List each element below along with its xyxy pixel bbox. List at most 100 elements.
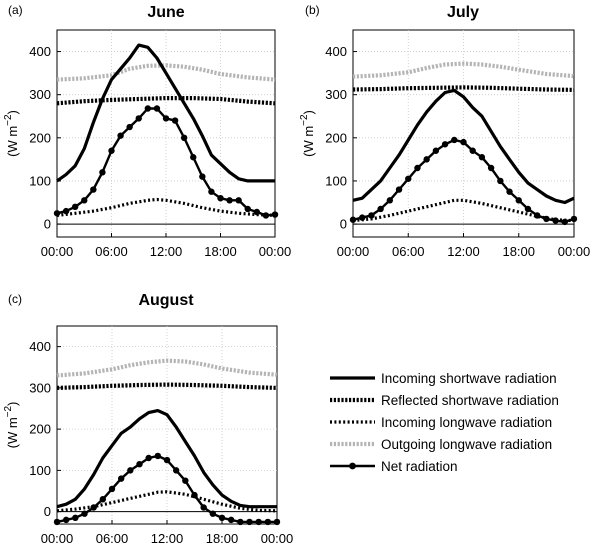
panel-label: (b) bbox=[305, 3, 320, 17]
x-tick-label: 06:00 bbox=[392, 244, 425, 259]
x-tick-label: 06:00 bbox=[95, 244, 128, 259]
x-tick-label: 12:00 bbox=[447, 244, 480, 259]
net-radiation-point bbox=[524, 205, 532, 213]
net-radiation-point bbox=[81, 197, 88, 204]
x-tick-label: 18:00 bbox=[206, 531, 239, 546]
net-radiation-point bbox=[199, 173, 206, 180]
x-tick-label: 00:00 bbox=[259, 244, 292, 259]
y-tick-label: 200 bbox=[29, 130, 51, 145]
net-radiation-point bbox=[81, 510, 88, 517]
y-tick-label: 100 bbox=[325, 173, 347, 188]
net-radiation-point bbox=[533, 212, 541, 219]
net-radiation-point bbox=[497, 177, 504, 185]
legend-label: Outgoing longwave radiation bbox=[381, 437, 552, 452]
net-radiation-point bbox=[126, 123, 133, 131]
net-radiation-point bbox=[209, 510, 217, 517]
net-radiation-point bbox=[62, 516, 70, 524]
net-radiation-point bbox=[264, 518, 272, 526]
net-radiation-point bbox=[377, 205, 384, 213]
net-radiation-point bbox=[172, 467, 180, 474]
net-radiation-point bbox=[117, 475, 125, 482]
net-radiation-point bbox=[414, 164, 421, 172]
net-radiation-point bbox=[218, 514, 226, 522]
net-radiation-point bbox=[359, 214, 366, 221]
panel-title: June bbox=[147, 4, 184, 21]
net-radiation-point bbox=[255, 518, 262, 526]
legend: Incoming shortwave radiation Reflected sh… bbox=[330, 371, 559, 474]
net-radiation-point bbox=[246, 518, 253, 526]
legend-label: Reflected shortwave radiation bbox=[381, 393, 559, 408]
net-radiation-point bbox=[108, 147, 115, 154]
y-tick-label: 200 bbox=[29, 422, 51, 437]
net-radiation-point bbox=[262, 212, 270, 219]
x-tick-label: 00:00 bbox=[41, 244, 74, 259]
y-tick-label: 300 bbox=[29, 380, 51, 395]
series-lw-out bbox=[56, 63, 276, 82]
y-tick-label: 300 bbox=[325, 87, 347, 102]
y-tick-label: 100 bbox=[29, 463, 51, 478]
net-radiation-point bbox=[451, 136, 458, 144]
net-radiation-point bbox=[226, 197, 233, 204]
y-tick-label: 400 bbox=[29, 44, 51, 59]
net-radiation-point bbox=[99, 496, 107, 503]
y-tick-label: 300 bbox=[29, 87, 51, 102]
y-tick-label: 400 bbox=[325, 44, 347, 59]
x-tick-label: 12:00 bbox=[150, 244, 183, 259]
net-radiation-point bbox=[487, 164, 495, 172]
net-radiation-point bbox=[432, 147, 440, 154]
y-tick-label: 200 bbox=[325, 130, 347, 145]
series-sw-in bbox=[56, 409, 277, 509]
x-tick-label: 06:00 bbox=[96, 531, 129, 546]
panel-label: (c) bbox=[8, 292, 22, 306]
net-radiation-point bbox=[117, 132, 124, 139]
net-radiation-point bbox=[368, 212, 375, 219]
net-radiation-point bbox=[163, 456, 171, 464]
net-radiation-point bbox=[253, 208, 261, 216]
net-radiation-point bbox=[162, 115, 170, 122]
net-radiation-point bbox=[90, 504, 97, 511]
y-axis-label: (W m−2) bbox=[299, 110, 316, 157]
y-tick-label: 0 bbox=[44, 217, 51, 232]
net-radiation-point bbox=[190, 154, 197, 161]
net-radiation-point bbox=[561, 218, 568, 226]
net-radiation-point bbox=[191, 491, 198, 499]
series-sw-in bbox=[56, 43, 275, 183]
net-radiation-point bbox=[386, 197, 394, 204]
net-radiation-point bbox=[227, 516, 235, 524]
net-radiation-point bbox=[395, 186, 403, 193]
net-radiation-point bbox=[135, 115, 142, 122]
panel-title: July bbox=[447, 4, 479, 21]
net-radiation-point bbox=[552, 217, 559, 224]
net-radiation-point bbox=[72, 514, 79, 522]
y-tick-label: 400 bbox=[29, 339, 51, 354]
net-radiation-point bbox=[515, 197, 522, 204]
x-tick-label: 00:00 bbox=[261, 531, 294, 546]
series-lw-out bbox=[56, 358, 278, 378]
net-radiation-point bbox=[108, 485, 116, 493]
net-radiation-point bbox=[53, 518, 61, 526]
legend-label: Incoming shortwave radiation bbox=[381, 371, 557, 386]
x-tick-label: 00:00 bbox=[558, 244, 591, 259]
panel-label: (a) bbox=[8, 3, 23, 17]
net-radiation-point bbox=[145, 454, 152, 462]
y-axis-label: (W m−2) bbox=[3, 110, 20, 157]
net-radiation-point bbox=[136, 460, 143, 468]
net-radiation-point bbox=[53, 210, 61, 217]
plot-area bbox=[352, 29, 575, 238]
y-tick-label: 0 bbox=[44, 504, 51, 519]
net-radiation-point bbox=[144, 105, 152, 112]
net-radiation-point bbox=[200, 504, 207, 511]
net-radiation-point bbox=[182, 477, 189, 484]
net-radiation-point bbox=[543, 215, 550, 223]
panel-june: 0 100 200 300 400 00:00 06:00 12:00 18:00 00:00 (W… bbox=[3, 3, 291, 259]
net-radiation-point bbox=[154, 452, 162, 460]
net-radiation-point bbox=[153, 105, 161, 112]
net-radiation-point bbox=[244, 205, 251, 213]
x-tick-label: 18:00 bbox=[502, 244, 535, 259]
net-radiation-point bbox=[171, 117, 179, 124]
legend-marker bbox=[349, 462, 356, 470]
net-radiation-point bbox=[441, 141, 449, 148]
y-tick-label: 0 bbox=[340, 217, 347, 232]
x-tick-label: 12:00 bbox=[151, 531, 184, 546]
net-radiation-point bbox=[235, 197, 242, 204]
